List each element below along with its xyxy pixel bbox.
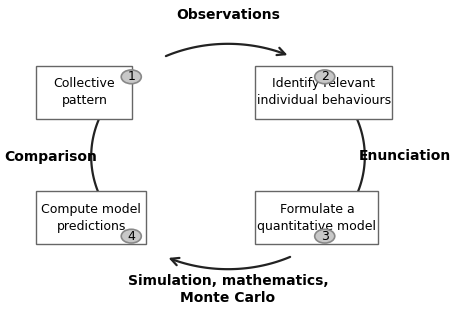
FancyBboxPatch shape (36, 191, 146, 244)
Text: 2: 2 (320, 70, 328, 83)
Text: 3: 3 (320, 230, 328, 243)
FancyBboxPatch shape (255, 191, 378, 244)
Text: Simulation, mathematics,
Monte Carlo: Simulation, mathematics, Monte Carlo (127, 274, 328, 305)
Text: 4: 4 (127, 230, 135, 243)
Circle shape (121, 229, 141, 243)
FancyBboxPatch shape (255, 66, 391, 119)
Text: Compute model
predictions: Compute model predictions (41, 203, 141, 233)
Text: 1: 1 (127, 70, 135, 83)
Text: Identify relevant
individual behaviours: Identify relevant individual behaviours (256, 77, 390, 107)
Text: Observations: Observations (176, 8, 279, 22)
Text: Enunciation: Enunciation (359, 150, 450, 163)
FancyBboxPatch shape (36, 66, 132, 119)
Circle shape (314, 229, 334, 243)
Circle shape (314, 70, 334, 84)
Text: Comparison: Comparison (5, 150, 97, 163)
Circle shape (121, 70, 141, 84)
Text: Collective
pattern: Collective pattern (53, 77, 115, 107)
Text: Formulate a
quantitative model: Formulate a quantitative model (257, 203, 375, 233)
